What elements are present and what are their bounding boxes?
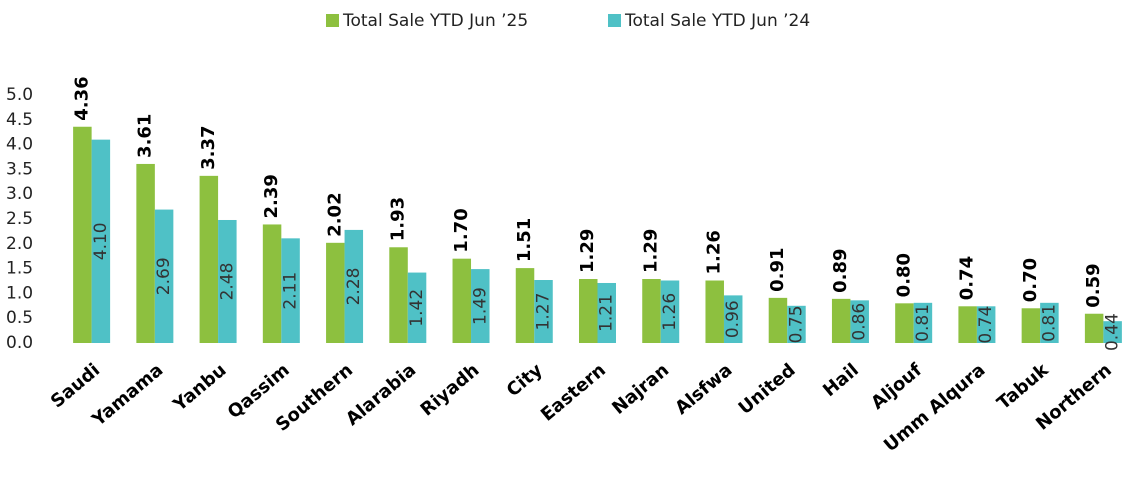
value-label: 2.39 [261,174,282,218]
value-label: 0.74 [957,256,978,300]
value-label: 0.91 [767,247,788,291]
bar [262,224,282,343]
y-tick-label: 0.5 [6,308,33,328]
bar [895,303,914,343]
bar [534,280,553,343]
y-tick-label: 1.0 [6,283,33,303]
x-tick-label: Riyadh [417,360,484,421]
value-label: 3.61 [135,114,156,158]
value-label: 2.02 [324,192,345,236]
y-tick-label: 5.0 [6,85,33,105]
y-tick-label: 3.5 [6,159,33,179]
bar [452,258,472,343]
bar [787,305,806,343]
bar [913,302,933,343]
x-tick-label: Alsfwa [671,360,736,419]
bar [91,139,111,343]
y-tick-label: 0.0 [6,333,33,353]
value-label: 2.28 [344,268,364,306]
value-label: 1.51 [514,218,535,262]
bar [326,242,345,343]
bar [768,297,788,343]
x-tick-label: Yamama [88,360,168,432]
value-label: 1.93 [388,197,409,241]
value-label: 0.59 [1083,263,1104,307]
value-label: 1.70 [451,208,472,252]
value-label: 0.80 [893,253,914,297]
bar [218,219,237,343]
bar [705,280,724,343]
x-tick-label: Najran [608,360,673,419]
legend-label: Total Sale YTD Jun ’25 [342,11,528,31]
value-label: 1.29 [577,229,598,273]
bar [1040,302,1059,343]
value-label: 0.75 [786,305,806,343]
bar [958,306,977,343]
bar [407,272,427,343]
legend-label: Total Sale YTD Jun ’24 [624,11,810,31]
value-label: 0.74 [976,306,996,344]
bar [1084,313,1104,343]
value-label: 2.48 [217,263,237,301]
value-label: 0.70 [1020,258,1041,302]
y-tick-label: 2.0 [6,234,33,254]
value-label: 0.81 [1039,304,1059,342]
value-label: 0.44 [1103,313,1123,351]
bar [73,126,92,343]
bar [660,280,680,343]
bar [597,282,616,343]
x-tick-label: Saudi [47,360,104,413]
bar [344,229,364,343]
legend-swatch [326,14,339,27]
bar [515,268,535,343]
y-tick-label: 4.0 [6,135,33,155]
y-tick-label: 4.5 [6,110,33,130]
y-tick-label: 1.5 [6,259,33,279]
legend-swatch [608,14,621,27]
bar [199,175,219,343]
x-tick-label: City [503,359,547,401]
bar [579,279,598,343]
bar [1103,321,1122,343]
x-tick-label: Eastern [537,360,610,426]
bar [831,298,851,343]
value-label: 0.81 [913,304,933,342]
value-label: 4.10 [91,222,111,260]
bar [389,247,408,343]
value-label: 1.49 [470,287,490,325]
value-label: 1.26 [704,230,725,274]
value-label: 3.37 [198,125,219,169]
bar [642,279,661,343]
value-label: 1.29 [640,229,661,273]
value-label: 0.89 [830,248,851,292]
bar [471,269,490,343]
value-label: 2.69 [154,257,174,295]
bar [1021,308,1041,343]
value-label: 1.21 [597,294,617,332]
value-label: 1.42 [407,289,427,327]
x-tick-label: United [735,360,800,419]
x-tick-label: Alarabia [342,360,420,430]
bar [281,238,300,343]
value-label: 2.11 [281,272,301,310]
value-label: 1.26 [660,293,680,331]
value-label: 1.27 [534,293,554,331]
x-tick-label: Yanbu [169,360,231,417]
x-tick-label: Hail [819,360,863,402]
y-tick-label: 2.5 [6,209,33,229]
bar [136,163,155,343]
value-label: 4.36 [71,76,92,120]
y-tick-label: 3.0 [6,184,33,204]
bar [976,306,996,343]
value-label: 0.86 [850,303,870,341]
bar [723,295,743,343]
x-tick-label: Aljouf [867,359,926,413]
x-tick-label: Tabuk [993,359,1053,414]
bar [850,300,869,343]
value-label: 0.96 [723,300,743,338]
bar [154,209,174,343]
